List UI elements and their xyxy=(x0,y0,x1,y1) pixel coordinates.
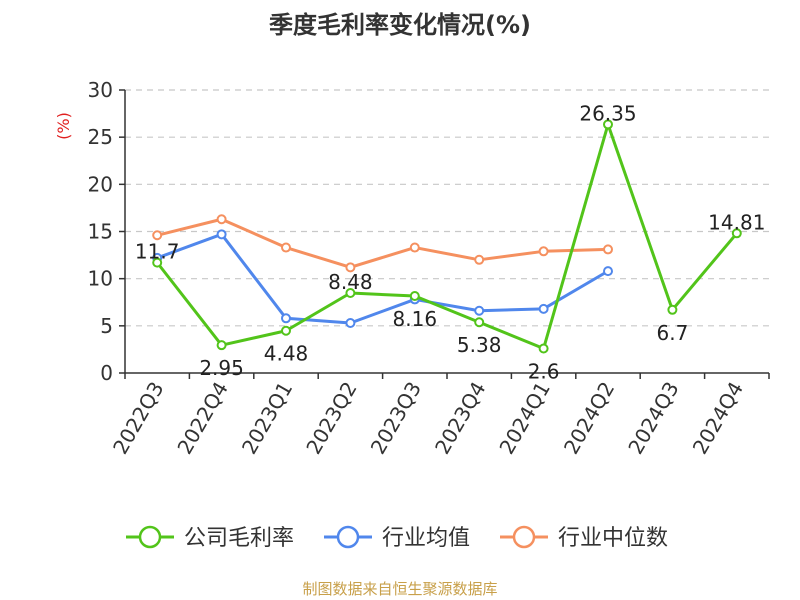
legend-marker xyxy=(138,525,162,549)
x-tick-label: 2023Q1 xyxy=(237,378,297,459)
data-point xyxy=(345,288,356,299)
data-point xyxy=(474,317,485,328)
source-note: 制图数据来自恒生聚源数据库 xyxy=(302,580,497,598)
data-point xyxy=(538,246,549,257)
x-tick-label: 2022Q3 xyxy=(108,378,168,459)
y-tick-label: 25 xyxy=(88,125,113,149)
data-label: 2.95 xyxy=(199,356,244,380)
series-lines xyxy=(152,119,742,354)
data-point xyxy=(603,244,613,255)
series-line xyxy=(156,232,609,325)
data-point xyxy=(667,304,678,315)
data-point xyxy=(281,325,291,336)
data-point xyxy=(538,303,549,314)
data-point xyxy=(409,291,420,302)
y-axis-label: (%) xyxy=(54,112,73,140)
legend-item[interactable]: 行业均值 xyxy=(324,525,470,551)
x-tick-label: 2023Q3 xyxy=(366,378,426,459)
data-point xyxy=(281,242,291,253)
data-label: 4.48 xyxy=(264,342,309,366)
x-tick-label: 2024Q3 xyxy=(623,378,683,459)
legend-label: 行业均值 xyxy=(382,526,470,551)
legend-item[interactable]: 行业中位数 xyxy=(500,525,668,551)
x-tick-label: 2024Q1 xyxy=(494,378,554,459)
y-tick-label: 5 xyxy=(100,314,113,338)
data-label: 26.35 xyxy=(579,101,636,125)
series-line xyxy=(156,217,609,269)
data-point xyxy=(603,119,613,130)
data-label: 14.81 xyxy=(708,210,765,234)
data-point xyxy=(216,229,227,240)
x-tick-label: 2024Q4 xyxy=(688,378,748,459)
data-point xyxy=(409,242,420,253)
data-point xyxy=(345,262,356,273)
y-tick-label: 15 xyxy=(88,220,113,244)
legend-label: 行业中位数 xyxy=(558,526,668,551)
data-label: 8.16 xyxy=(393,307,438,331)
data-label: 2.6 xyxy=(528,359,560,383)
legend[interactable]: 公司毛利率 行业均值 行业中位数 xyxy=(126,525,668,551)
data-point xyxy=(216,214,227,225)
series-line xyxy=(156,122,738,350)
data-label: 8.48 xyxy=(328,270,373,294)
chart-title: 季度毛利率变化情况(%) xyxy=(269,11,531,39)
x-tick-label: 2022Q4 xyxy=(172,378,232,459)
data-point xyxy=(731,228,742,239)
y-tick-label: 30 xyxy=(88,78,113,102)
data-point xyxy=(603,266,613,277)
data-point xyxy=(152,257,163,268)
grid-lines xyxy=(125,89,769,327)
legend-marker xyxy=(336,525,360,549)
data-labels: 11.7 2.95 4.48 8.48 8.16 5.38 2.6 26.35 6.7 14.81 xyxy=(135,101,765,383)
x-tick-label: 2023Q2 xyxy=(301,378,361,459)
x-tick-label: 2024Q2 xyxy=(559,378,619,459)
legend-marker xyxy=(512,525,536,549)
legend-label: 公司毛利率 xyxy=(184,526,294,551)
data-point xyxy=(474,305,485,316)
x-tick-label: 2023Q4 xyxy=(430,378,490,459)
y-tick-label: 0 xyxy=(100,361,113,385)
legend-item[interactable]: 公司毛利率 xyxy=(126,525,294,551)
data-point xyxy=(474,254,485,265)
data-label: 11.7 xyxy=(135,240,180,264)
y-tick-label: 20 xyxy=(88,172,113,196)
data-point xyxy=(152,230,163,241)
y-tick-label: 10 xyxy=(88,267,113,291)
data-label: 5.38 xyxy=(457,333,502,357)
data-point xyxy=(345,318,356,329)
data-point xyxy=(216,340,227,351)
data-point xyxy=(538,343,549,354)
data-point xyxy=(281,313,291,324)
data-label: 6.7 xyxy=(656,321,688,345)
